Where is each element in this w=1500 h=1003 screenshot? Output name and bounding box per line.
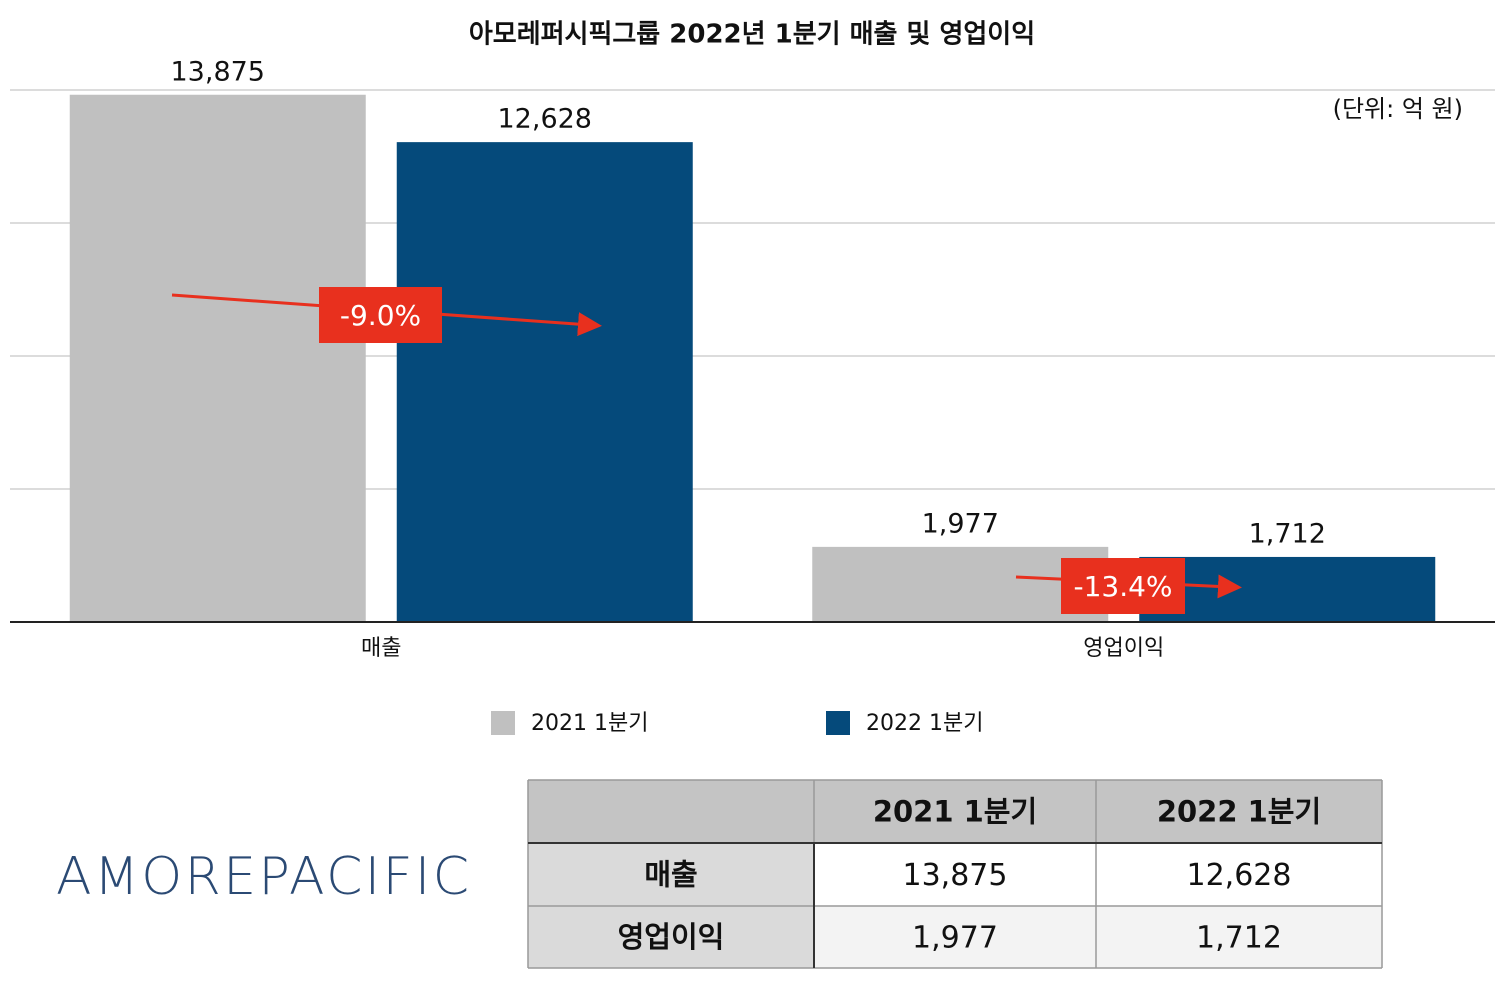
- bar: [1139, 556, 1436, 622]
- change-box: [319, 287, 442, 343]
- table-row-head-bg: [528, 843, 814, 906]
- value-label: 13,875: [171, 56, 265, 87]
- table-row-head-bg: [528, 906, 814, 968]
- table-cell: 1,977: [912, 921, 998, 956]
- chart: 아모레퍼시픽그룹 2022년 1분기 매출 및 영업이익 (단위: 억 원) 매…: [10, 20, 1495, 736]
- x-tick-label: 매출: [361, 636, 401, 661]
- table-cell: 1,712: [1196, 921, 1282, 956]
- value-label: 1,977: [922, 508, 999, 539]
- table-row-label: 영업이익: [618, 920, 725, 954]
- x-tick-label: 영업이익: [1083, 636, 1164, 661]
- table-cell: 13,875: [903, 858, 1008, 893]
- legend-swatch: [491, 711, 515, 735]
- bar: [812, 546, 1109, 622]
- table-header: 2022 1분기: [1157, 795, 1321, 829]
- unit-label: (단위: 억 원): [1333, 95, 1463, 123]
- legend-swatch: [826, 711, 850, 735]
- bar: [69, 94, 366, 622]
- change-label: -13.4%: [1073, 570, 1172, 603]
- table-cell-bg: [814, 906, 1382, 968]
- table-header-bg: [528, 780, 1382, 843]
- value-label: 1,712: [1249, 518, 1326, 549]
- table-cell: 12,628: [1187, 858, 1292, 893]
- chart-title: 아모레퍼시픽그룹 2022년 1분기 매출 및 영업이익: [469, 20, 1035, 50]
- change-box: [1061, 558, 1185, 614]
- table-cell-bg: [814, 843, 1382, 906]
- table-header: 2021 1분기: [873, 795, 1037, 829]
- value-label: 12,628: [498, 104, 592, 135]
- change-label: -9.0%: [340, 299, 421, 332]
- logo: AMOREPACIFIC: [56, 847, 471, 907]
- bar: [396, 142, 693, 623]
- table-row-label: 매출: [644, 858, 697, 892]
- legend-label: 2022 1분기: [866, 711, 983, 736]
- legend-label: 2021 1분기: [531, 711, 648, 736]
